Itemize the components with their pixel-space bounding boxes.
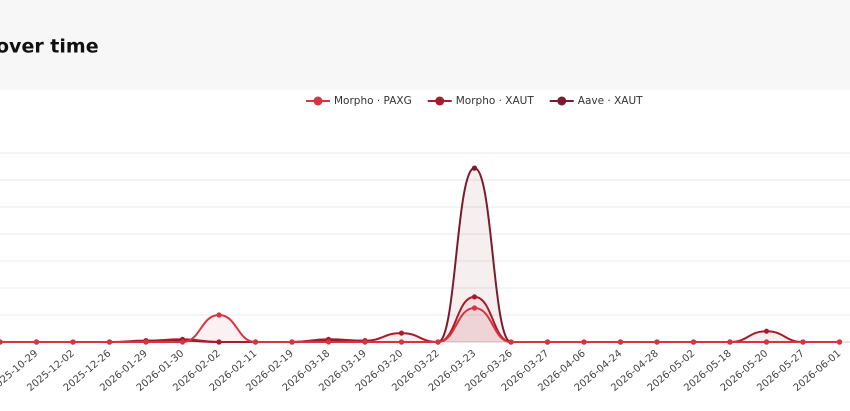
- chart-title: over time: [0, 36, 99, 58]
- point: [800, 339, 806, 345]
- point: [544, 339, 551, 345]
- point: [836, 339, 843, 345]
- header-band: [0, 0, 850, 90]
- legend-label: Morpho · XAUT: [456, 95, 535, 107]
- point: [471, 294, 478, 300]
- point: [179, 339, 186, 345]
- point: [325, 339, 332, 345]
- point: [690, 339, 697, 345]
- legend-label: Aave · XAUT: [578, 95, 643, 107]
- point: [617, 339, 624, 345]
- point: [106, 339, 113, 345]
- point: [33, 339, 40, 345]
- point: [763, 339, 770, 345]
- area: [0, 307, 840, 342]
- point: [398, 330, 405, 336]
- point: [435, 339, 441, 345]
- point: [654, 339, 660, 345]
- legend-marker: [435, 96, 445, 106]
- point: [508, 339, 514, 345]
- legend-marker: [557, 96, 567, 106]
- point: [763, 328, 770, 334]
- area: [0, 296, 840, 342]
- point: [143, 339, 149, 345]
- legend-label: Morpho · PAXG: [334, 95, 412, 107]
- legend-marker: [313, 96, 323, 106]
- point: [362, 339, 368, 345]
- point: [216, 312, 222, 318]
- point: [252, 339, 259, 345]
- point: [581, 339, 587, 345]
- point: [216, 339, 222, 345]
- point: [727, 339, 733, 345]
- point: [0, 339, 3, 345]
- area: [0, 168, 840, 342]
- point: [471, 305, 478, 311]
- line: [0, 295, 840, 344]
- point: [398, 339, 405, 345]
- point: [471, 165, 478, 171]
- point: [70, 339, 76, 345]
- point: [289, 339, 295, 345]
- legend: Morpho · PAXG Morpho · XAUT Aave · XAUT: [306, 95, 643, 107]
- line: [0, 167, 840, 344]
